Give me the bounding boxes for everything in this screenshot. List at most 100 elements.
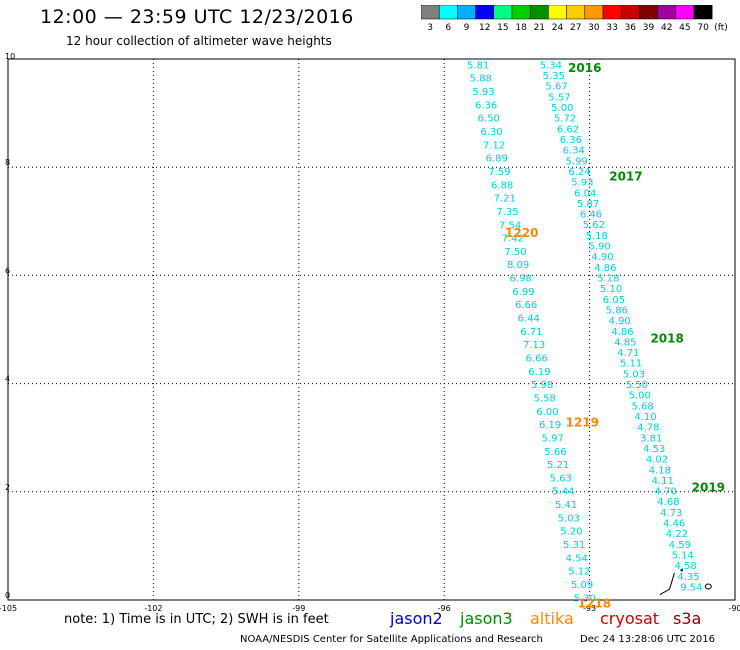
x-tick-label: -93 bbox=[583, 604, 596, 613]
wave-height-value: 5.58 bbox=[534, 393, 556, 404]
plot-frame bbox=[7, 58, 736, 601]
y-tick-label: 10 bbox=[5, 52, 15, 61]
x-tick-label: -99 bbox=[292, 604, 305, 613]
color-scale-label: 3 bbox=[427, 23, 433, 33]
wave-height-value: 5.81 bbox=[467, 60, 489, 71]
wave-height-value: 5.90 bbox=[588, 242, 610, 253]
wave-height-value: 6.88 bbox=[491, 180, 513, 191]
wave-height-value: 6.19 bbox=[539, 420, 561, 431]
wave-height-value: 5.62 bbox=[583, 220, 605, 231]
x-tick-label: -105 bbox=[0, 604, 17, 613]
wave-height-value: 5.63 bbox=[550, 473, 572, 484]
satellite-label-s3a: s3a bbox=[673, 609, 702, 628]
time-label: 2018 bbox=[650, 332, 683, 346]
wave-height-value: 4.58 bbox=[675, 561, 697, 572]
color-scale-legend: 3 6 9 12 15 18 21 24 27 30 33 36 39 42 45 70 (ft) bbox=[421, 5, 728, 33]
wave-height-value: 5.03 bbox=[623, 369, 645, 380]
wave-height-value: 5.99 bbox=[566, 156, 588, 167]
time-label: 2019 bbox=[692, 480, 725, 494]
wave-height-value: 6.66 bbox=[515, 300, 537, 311]
time-label: 1219 bbox=[566, 415, 599, 429]
wave-height-value: 5.86 bbox=[606, 305, 628, 316]
wave-height-value: 6.19 bbox=[528, 367, 550, 378]
color-scale-label: 42 bbox=[661, 23, 672, 33]
color-scale-unit: (ft) bbox=[714, 23, 728, 33]
color-scale-label: 33 bbox=[606, 23, 617, 33]
wave-height-value: 6.98 bbox=[510, 274, 532, 285]
wave-height-value: 5.93 bbox=[472, 87, 494, 98]
wave-height-value: 4.86 bbox=[611, 327, 633, 338]
wave-height-value: 7.59 bbox=[488, 167, 510, 178]
wave-height-value: 5.68 bbox=[631, 401, 653, 412]
wave-height-value: 7.42 bbox=[502, 234, 524, 245]
wave-height-value: 9.54 bbox=[680, 582, 702, 593]
color-scale-swatch bbox=[693, 5, 713, 20]
wave-height-value: 4.70 bbox=[654, 487, 676, 498]
island bbox=[704, 583, 712, 590]
wave-height-value: 4.85 bbox=[614, 337, 636, 348]
color-scale-label: 9 bbox=[464, 23, 470, 33]
x-tick-label: -96 bbox=[438, 604, 451, 613]
island bbox=[680, 569, 683, 572]
x-tick-label: -102 bbox=[144, 604, 162, 613]
wave-height-value: 7.13 bbox=[523, 340, 545, 351]
wave-height-value: 6.44 bbox=[518, 314, 540, 325]
wave-height-value: 6.04 bbox=[574, 188, 596, 199]
wave-height-value: 5.44 bbox=[552, 487, 574, 498]
wave-height-value: 5.18 bbox=[597, 273, 619, 284]
wave-height-value: 6.36 bbox=[475, 100, 497, 111]
units-note: note: 1) Time is in UTC; 2) SWH is in fe… bbox=[64, 612, 329, 627]
wave-height-value: 4.90 bbox=[609, 316, 631, 327]
wave-height-value: 5.35 bbox=[543, 71, 565, 82]
wave-height-value: 5.09 bbox=[571, 580, 593, 591]
wave-height-value: 4.35 bbox=[677, 572, 699, 583]
wave-height-value: 4.90 bbox=[591, 252, 613, 263]
color-scale-label: 24 bbox=[552, 23, 564, 33]
wave-height-value: 6.30 bbox=[480, 127, 502, 138]
wave-height-value: 7.12 bbox=[483, 140, 505, 151]
time-label: 1218 bbox=[578, 597, 611, 611]
satellite-label-jason3: jason3 bbox=[460, 609, 513, 628]
wave-height-value: 4.02 bbox=[646, 455, 668, 466]
wave-height-value: 4.59 bbox=[669, 540, 691, 551]
y-tick-label: 0 bbox=[5, 591, 10, 600]
wave-height-value: 5.66 bbox=[544, 447, 566, 458]
wave-height-value: 4.86 bbox=[594, 263, 616, 274]
color-scale-label: 6 bbox=[445, 23, 451, 33]
wave-height-value: 6.89 bbox=[486, 154, 508, 165]
time-label: 2017 bbox=[609, 169, 642, 183]
wave-height-value: 5.14 bbox=[672, 551, 694, 562]
wave-height-value: 4.71 bbox=[617, 348, 639, 359]
color-scale-label: 70 bbox=[697, 23, 709, 33]
wave-height-value: 4.53 bbox=[643, 444, 665, 455]
wave-height-value: 6.62 bbox=[557, 124, 579, 135]
wave-height-value: 6.05 bbox=[603, 295, 625, 306]
y-tick-label: 2 bbox=[5, 483, 10, 492]
color-scale-label: 12 bbox=[479, 23, 490, 33]
wave-height-value: 6.66 bbox=[526, 353, 548, 364]
wave-height-value: 5.18 bbox=[586, 231, 608, 242]
chart-title: 12:00 — 23:59 UTC 12/23/2016 bbox=[40, 6, 354, 28]
wave-height-value: 4.68 bbox=[657, 497, 679, 508]
satellite-label-jason2: jason2 bbox=[390, 609, 443, 628]
wave-height-value: 5.97 bbox=[542, 433, 564, 444]
wave-height-value: 5.12 bbox=[568, 567, 590, 578]
wave-height-value: 5.03 bbox=[558, 513, 580, 524]
x-tick-label: -90 bbox=[728, 604, 740, 613]
wave-height-value: 5.00 bbox=[551, 103, 573, 114]
time-label: 1220 bbox=[505, 226, 538, 240]
coastline bbox=[659, 572, 675, 596]
wave-height-value: 6.36 bbox=[560, 135, 582, 146]
wave-height-value: 6.50 bbox=[478, 114, 500, 125]
y-tick-label: 8 bbox=[5, 158, 10, 167]
wave-height-value: 5.10 bbox=[600, 284, 622, 295]
wave-height-value: 4.78 bbox=[637, 423, 659, 434]
wave-height-value: 5.98 bbox=[531, 380, 553, 391]
wave-height-value: 5.87 bbox=[577, 199, 599, 210]
wave-height-value: 5.93 bbox=[571, 178, 593, 189]
wave-height-value: 5.20 bbox=[560, 527, 582, 538]
color-scale-label: 18 bbox=[515, 23, 527, 33]
wave-height-value: 6.46 bbox=[580, 210, 602, 221]
chart-subtitle: 12 hour collection of altimeter wave hei… bbox=[66, 34, 332, 48]
wave-height-value: 4.11 bbox=[652, 476, 674, 487]
